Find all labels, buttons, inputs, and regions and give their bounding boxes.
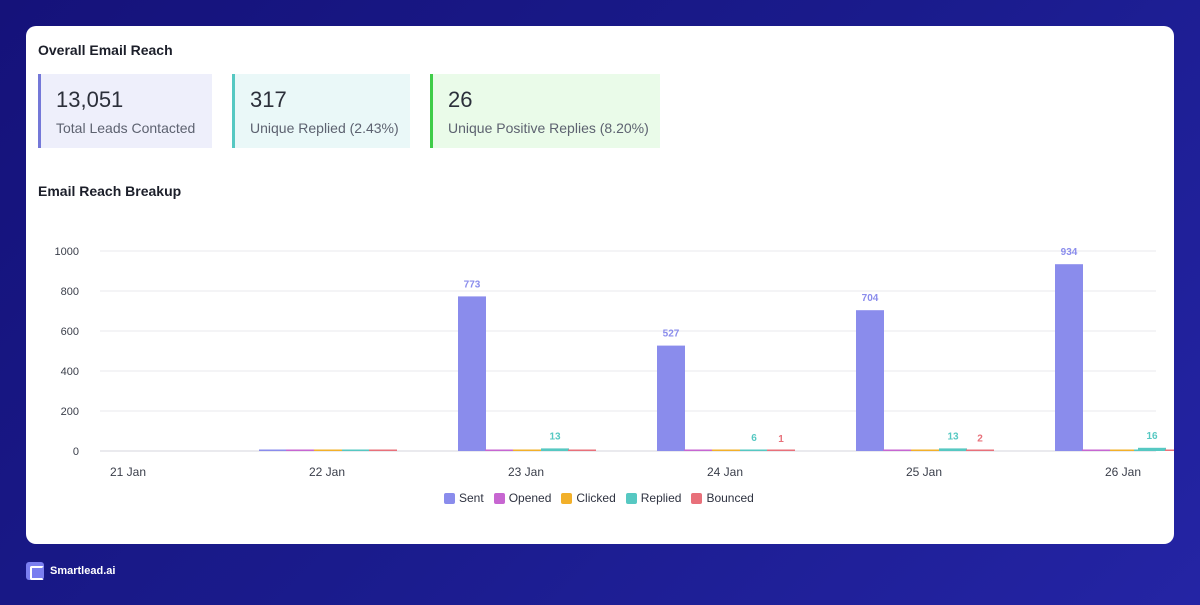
smartlead-logo-icon [26, 562, 44, 580]
y-tick-label: 1000 [55, 246, 79, 258]
data-label: 704 [862, 293, 879, 304]
bar-replied [939, 448, 967, 451]
legend-label: Replied [640, 491, 682, 505]
email-reach-chart: 0 200 400 600 800 1000 21 Jan 22 Jan 23 Jan 24 Ja… [55, 246, 1174, 479]
legend-item-clicked[interactable]: Clicked [561, 491, 616, 505]
data-label: 527 [663, 329, 680, 340]
breakup-title: Email Reach Breakup [38, 183, 182, 199]
bar-bounced [369, 449, 397, 451]
data-label: 1 [778, 434, 784, 445]
overview-title: Overall Email Reach [38, 42, 173, 58]
bar-replied [1138, 447, 1166, 451]
legend-swatch [493, 492, 505, 504]
legend-label: Sent [459, 491, 484, 505]
x-tick-label: 22 Jan [309, 465, 345, 479]
bar-clicked [314, 449, 342, 451]
bar-opened [684, 449, 712, 451]
legend-swatch [444, 492, 455, 504]
x-tick-label: 23 Jan [508, 465, 544, 479]
bar-replied [541, 448, 569, 451]
legend-label: Opened [508, 491, 552, 505]
legend-swatch [561, 492, 573, 504]
brand: Smartlead.ai [26, 562, 115, 580]
email-reach-card: Overall Email Reach 13,051 Total Leads C… [26, 26, 1174, 544]
bar-opened [485, 449, 513, 451]
bar-clicked [712, 449, 740, 451]
bar-opened [883, 449, 911, 451]
legend-item-opened[interactable]: Opened [493, 491, 552, 505]
legend-item-sent[interactable]: Sent [444, 491, 484, 505]
legend-label: Clicked [576, 491, 616, 505]
y-tick-label: 400 [61, 366, 79, 378]
data-label: 2 [977, 434, 983, 445]
stat-total-leads: 13,051 Total Leads Contacted [38, 74, 212, 148]
y-tick-label: 600 [61, 326, 79, 338]
bar-bounced [568, 449, 596, 451]
brand-name: Smartlead.ai [50, 565, 116, 577]
data-label: 13 [549, 431, 561, 442]
stat-value: 13,051 [56, 87, 124, 112]
legend-item-replied[interactable]: Replied [625, 491, 682, 505]
stat-positive-replies: 26 Unique Positive Replies (8.20%) [430, 74, 660, 148]
legend-swatch [625, 492, 637, 504]
data-label: 6 [751, 433, 757, 444]
x-tick-label: 24 Jan [707, 465, 743, 479]
data-label: 773 [464, 279, 481, 290]
stat-label: Unique Replied (2.43%) [250, 120, 399, 136]
stat-label: Total Leads Contacted [56, 120, 196, 136]
y-tick-label: 800 [61, 286, 79, 298]
bar-clicked [1110, 449, 1138, 451]
data-label: 934 [1061, 247, 1078, 258]
bar-replied [342, 449, 370, 451]
bar-opened [1082, 449, 1110, 451]
bar-sent [458, 296, 486, 451]
legend-item-bounced[interactable]: Bounced [691, 491, 754, 505]
stat-value: 317 [250, 87, 287, 112]
bar-clicked [911, 449, 939, 451]
bar-sent [657, 345, 685, 451]
x-tick-label: 25 Jan [906, 465, 942, 479]
stat-value: 26 [448, 87, 473, 112]
bar-sent [259, 449, 287, 451]
bar-replied [740, 449, 768, 451]
bar-bounced [767, 449, 795, 451]
bar-bounced [1165, 449, 1174, 451]
data-label: 13 [947, 431, 959, 442]
bar-sent [856, 310, 884, 451]
legend-swatch [691, 492, 703, 504]
y-tick-label: 0 [73, 446, 79, 458]
bar-clicked [513, 449, 541, 451]
bar-replied [1134, 449, 1156, 451]
x-tick-label: 26 Jan [1105, 465, 1141, 479]
x-tick-label: 21 Jan [110, 465, 146, 479]
stat-unique-replied: 317 Unique Replied (2.43%) [232, 74, 410, 148]
bar-opened [286, 449, 314, 451]
data-label: 16 [1146, 431, 1158, 442]
stat-label: Unique Positive Replies (8.20%) [448, 120, 649, 136]
legend-label: Bounced [706, 491, 754, 505]
bar-bounced [966, 449, 994, 451]
y-tick-label: 200 [61, 406, 79, 418]
chart-legend: Sent Opened Clicked Replied Bounced [444, 491, 754, 505]
bar-sent [1055, 264, 1083, 451]
